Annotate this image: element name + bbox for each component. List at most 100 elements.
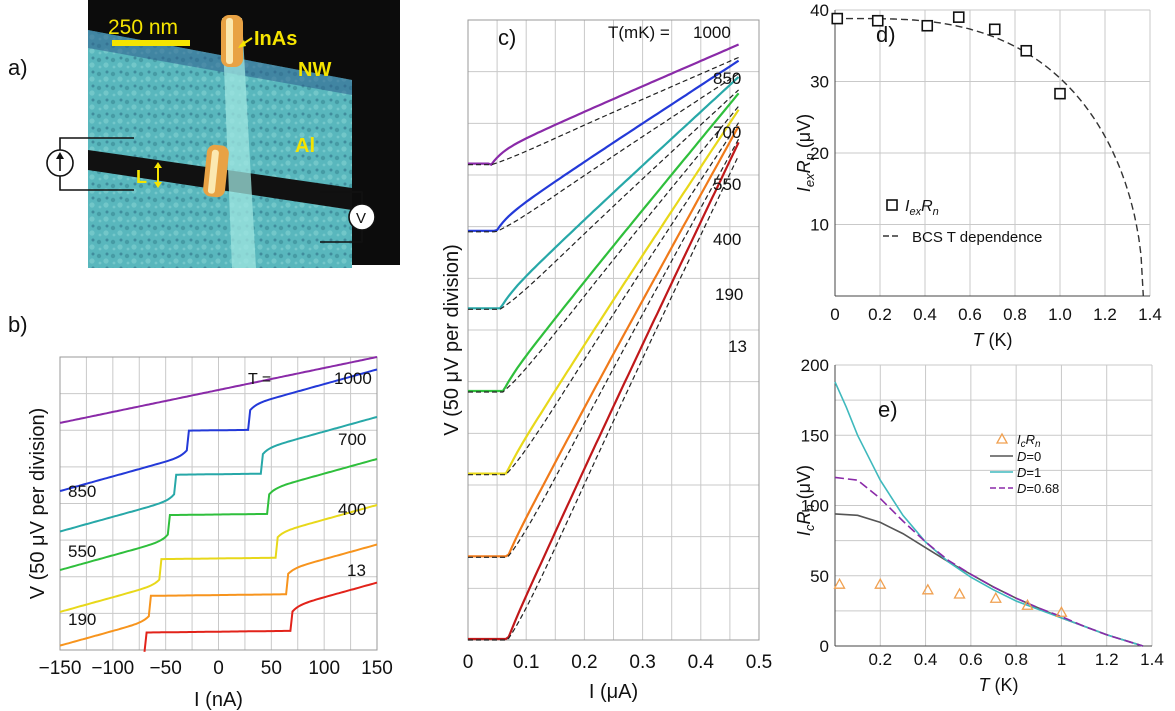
tick-label-y: 0: [820, 637, 829, 656]
series-label-190: 190: [68, 610, 96, 629]
series-line-700: [59, 415, 378, 533]
series-label-850: 850: [713, 69, 741, 88]
tick-label-x: 0.8: [1004, 650, 1028, 669]
series-line-D-0.68: [834, 476, 1144, 647]
fit-line-400: [468, 122, 740, 476]
series-line-13: [468, 141, 740, 641]
tick-label-y: 40: [810, 1, 829, 20]
series-label-13: 13: [347, 561, 366, 580]
nanowire: [222, 18, 256, 268]
tick-label-x: 0: [830, 305, 839, 324]
tick-label-x: 0.4: [688, 652, 715, 673]
tick-label-x: 0.1: [513, 652, 539, 673]
data-point: [874, 577, 887, 589]
legend-point-label: IexRn: [905, 198, 939, 218]
tick-label-x: 1.4: [1138, 305, 1162, 324]
data-point: [833, 577, 846, 589]
tick-label-x: 1: [1057, 650, 1066, 669]
chart-e: 0.2 0.4 0.6 0.8 1 1.2 1.4 0 50 100 150 200 T (K) IcRn…: [794, 356, 1164, 695]
data-point: [1055, 605, 1068, 617]
voltmeter-label: V: [356, 210, 366, 227]
tick-label-x: 0.2: [868, 650, 892, 669]
data-point: [1054, 87, 1066, 100]
chart-d: 0 0.2 0.4 0.6 0.8 1.0 1.2 1.4 10 20 30 40 T (K) IexRn…: [794, 1, 1162, 350]
series-label-550: 550: [713, 175, 741, 194]
plot-frame: [59, 356, 378, 651]
y-axis-label: IcRn (μV): [794, 465, 817, 536]
tick-label-y: 200: [801, 356, 829, 375]
series-line-550: [468, 92, 740, 393]
series-label-13: 13: [728, 337, 747, 356]
tick-label-x: 0.6: [959, 650, 983, 669]
tick-label-x: 100: [308, 658, 340, 679]
fit-line-190: [468, 138, 740, 558]
tick-label-x: −50: [150, 658, 182, 679]
data-point: [952, 11, 965, 23]
legend-point-symbol: [995, 432, 1009, 444]
series-line-13: [143, 581, 378, 652]
data-point: [988, 23, 1001, 36]
legend-label-D-0: D=0: [1017, 449, 1041, 464]
tick-label-x: 0.4: [913, 305, 937, 324]
bcs-fit-line: [835, 17, 1144, 297]
al-label: Al: [295, 135, 315, 157]
series-label-550: 550: [68, 542, 96, 561]
tick-label-y: 100: [801, 497, 829, 516]
tick-label-x: 0.4: [914, 650, 938, 669]
series-label-400: 400: [713, 230, 741, 249]
tick-label-x: 0.3: [629, 652, 655, 673]
tick-label-x: 150: [361, 658, 393, 679]
tick-label-x: 0.8: [1003, 305, 1027, 324]
panel-label-e: e): [878, 397, 898, 422]
panel-label-d: d): [876, 22, 896, 47]
tick-label-y: 50: [810, 567, 829, 586]
series-label-1000: 1000: [334, 369, 372, 388]
scale-bar: [112, 40, 190, 46]
series-line-400: [59, 504, 378, 613]
series-title: T(mK) =: [608, 23, 670, 42]
chart-c: 0 0.1 0.2 0.3 0.4 0.5 I (μA) V (50 μV per divis…: [441, 19, 772, 703]
series-label-1000: 1000: [693, 23, 731, 42]
data-point: [1020, 44, 1033, 57]
tick-label-x: −150: [39, 658, 82, 679]
data-point: [921, 583, 934, 595]
chart-b: −150 −100 −50 0 50 100 150 I (nA) V (50 μV per d…: [27, 356, 393, 711]
data-point: [1021, 598, 1034, 610]
tick-label-x: 1.0: [1048, 305, 1072, 324]
scale-bar-label: 250 nm: [108, 16, 178, 39]
series-line-400: [468, 109, 740, 475]
series-line-550: [59, 458, 378, 571]
tick-label-y: 20: [810, 144, 829, 163]
tick-label-x: 1.4: [1140, 650, 1164, 669]
fit-line-1000: [468, 56, 739, 166]
series-label-400: 400: [338, 500, 366, 519]
series-line-850: [59, 368, 378, 492]
x-axis-label: T (K): [973, 330, 1013, 350]
gap-length-label: L: [136, 167, 147, 187]
nanowire-label-2: NW: [298, 59, 331, 81]
series-line-190: [59, 543, 378, 647]
series-label-190: 190: [715, 285, 743, 304]
tick-label-y: 150: [801, 426, 829, 445]
tick-label-x: 0.6: [958, 305, 982, 324]
fit-line-850: [468, 73, 739, 233]
tick-label-x: 0.2: [868, 305, 892, 324]
tick-label-x: 0.5: [746, 652, 772, 673]
series-label-850: 850: [68, 482, 96, 501]
tick-label-x: 0.2: [571, 652, 597, 673]
tick-label-x: 1.2: [1093, 305, 1117, 324]
x-axis-label: T (K): [979, 675, 1019, 695]
legend-point-symbol: [886, 199, 898, 211]
fit-line-550: [468, 105, 740, 393]
tick-label-y: 30: [810, 73, 829, 92]
series-line-1000: [468, 43, 740, 167]
panel-label-a: a): [8, 55, 28, 80]
data-point: [921, 19, 934, 32]
data-point: [831, 12, 844, 25]
tick-label-x: 1.2: [1095, 650, 1119, 669]
legend-label-D-1: D=1: [1017, 465, 1041, 480]
data-point: [871, 14, 884, 27]
tick-label-x: 0: [213, 658, 224, 679]
tick-label-x: 0: [463, 652, 474, 673]
panel-label-b: b): [8, 312, 28, 337]
